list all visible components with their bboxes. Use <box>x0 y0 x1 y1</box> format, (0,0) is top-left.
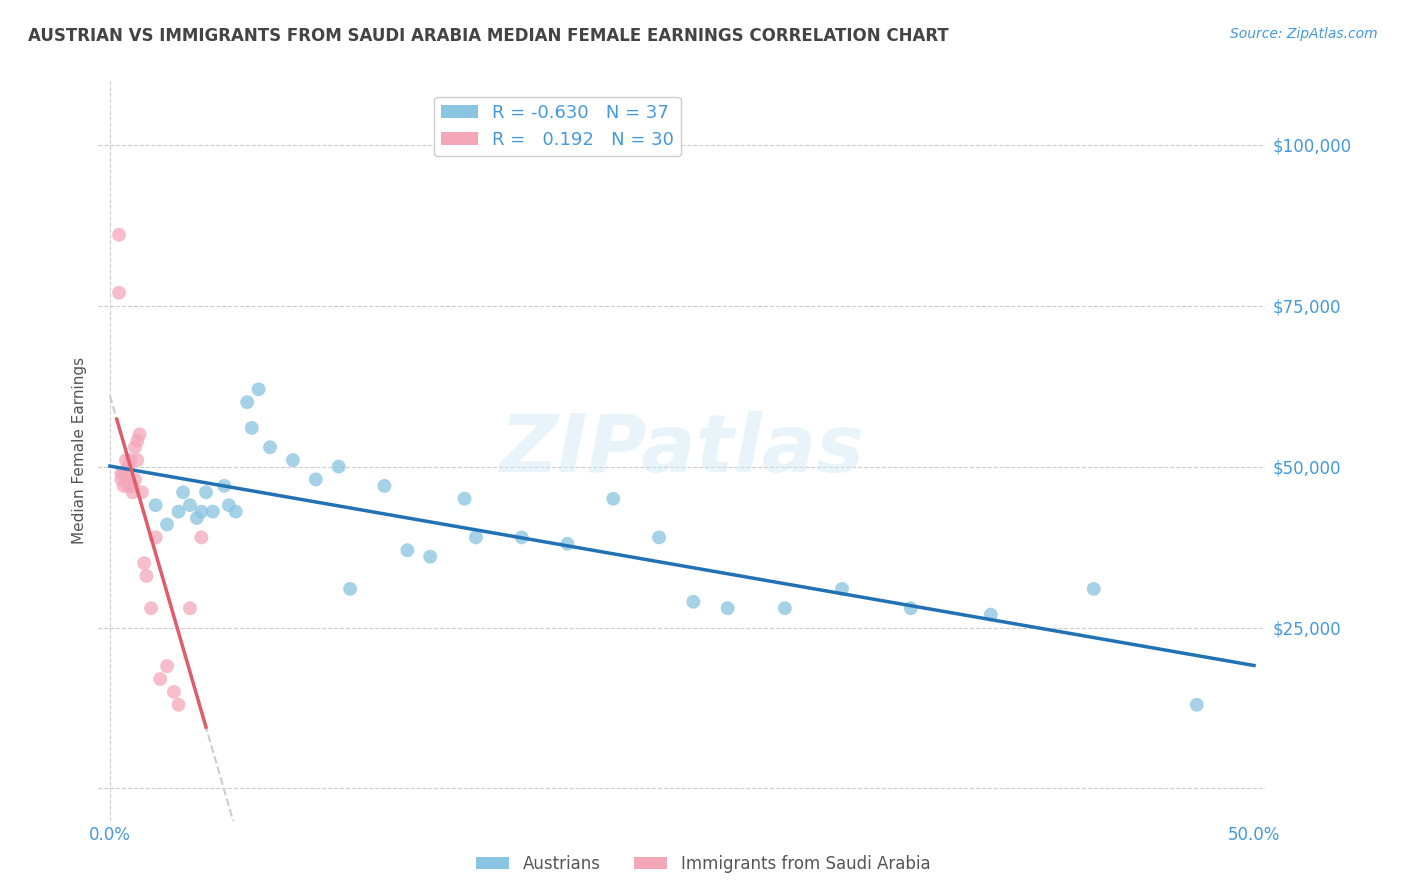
Point <box>124 440 146 454</box>
Point <box>717 601 740 615</box>
Point <box>240 421 263 435</box>
Legend: Austrians, Immigrants from Saudi Arabia: Austrians, Immigrants from Saudi Arabia <box>470 848 936 880</box>
Point <box>108 285 131 300</box>
Point <box>281 453 304 467</box>
Point <box>190 530 212 544</box>
Point <box>773 601 796 615</box>
Point <box>510 530 533 544</box>
Point <box>225 505 247 519</box>
Point <box>134 556 156 570</box>
Point <box>179 601 201 615</box>
Point <box>259 440 281 454</box>
Point <box>236 395 259 409</box>
Point <box>186 511 208 525</box>
Point <box>214 479 236 493</box>
Point <box>1185 698 1208 712</box>
Point <box>247 382 270 396</box>
Y-axis label: Median Female Earnings: Median Female Earnings <box>72 357 87 544</box>
Point <box>127 453 149 467</box>
Point <box>194 485 217 500</box>
Point <box>120 453 142 467</box>
Point <box>115 472 138 486</box>
Point <box>201 505 224 519</box>
Point <box>179 498 201 512</box>
Point <box>121 485 143 500</box>
Point <box>190 505 212 519</box>
Point <box>980 607 1002 622</box>
Point <box>121 479 143 493</box>
Point <box>602 491 624 506</box>
Point <box>167 505 190 519</box>
Point <box>831 582 853 596</box>
Point <box>682 595 704 609</box>
Point <box>339 582 361 596</box>
Point <box>218 498 240 512</box>
Point <box>1083 582 1105 596</box>
Point <box>120 479 142 493</box>
Point <box>156 659 179 673</box>
Point <box>167 698 190 712</box>
Point <box>419 549 441 564</box>
Point <box>453 491 475 506</box>
Point <box>108 227 131 242</box>
Point <box>648 530 671 544</box>
Point <box>373 479 395 493</box>
Point <box>139 601 162 615</box>
Point <box>112 466 135 480</box>
Point <box>110 472 132 486</box>
Point <box>328 459 350 474</box>
Point <box>557 537 579 551</box>
Point <box>135 569 157 583</box>
Point <box>117 459 139 474</box>
Point <box>127 434 149 448</box>
Point <box>115 453 138 467</box>
Point <box>156 517 179 532</box>
Point <box>131 485 153 500</box>
Point <box>149 672 172 686</box>
Point <box>124 472 146 486</box>
Point <box>900 601 922 615</box>
Point <box>117 479 139 493</box>
Point <box>145 498 167 512</box>
Point <box>396 543 419 558</box>
Point <box>465 530 488 544</box>
Text: Source: ZipAtlas.com: Source: ZipAtlas.com <box>1230 27 1378 41</box>
Point <box>305 472 328 486</box>
Point <box>112 479 135 493</box>
Point <box>163 685 186 699</box>
Text: ZIPatlas: ZIPatlas <box>499 411 865 490</box>
Point <box>145 530 167 544</box>
Text: AUSTRIAN VS IMMIGRANTS FROM SAUDI ARABIA MEDIAN FEMALE EARNINGS CORRELATION CHAR: AUSTRIAN VS IMMIGRANTS FROM SAUDI ARABIA… <box>28 27 949 45</box>
Point <box>110 466 132 480</box>
Point <box>172 485 194 500</box>
Point <box>128 427 150 442</box>
Legend: R = -0.630   N = 37, R =   0.192   N = 30: R = -0.630 N = 37, R = 0.192 N = 30 <box>434 96 681 156</box>
